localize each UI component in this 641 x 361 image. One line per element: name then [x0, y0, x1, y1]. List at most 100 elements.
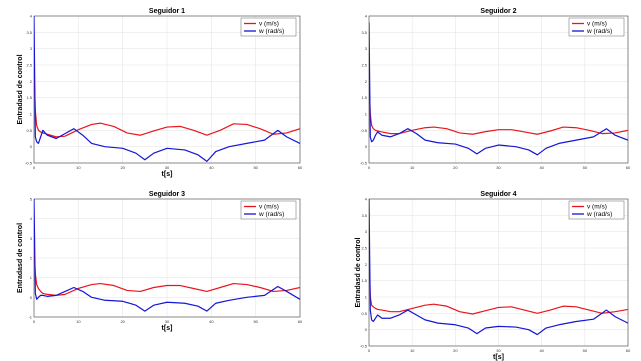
series-line-v — [34, 246, 300, 296]
x-tick-label: 0 — [33, 165, 36, 170]
x-tick-label: 30 — [496, 348, 501, 353]
y-tick-label: 2 — [365, 79, 368, 84]
y-axis-label: Entradasd de control — [17, 54, 24, 124]
y-tick-label: 4 — [365, 14, 368, 19]
x-tick-label: 10 — [76, 319, 81, 324]
x-axis-label: t[s] — [493, 354, 504, 361]
legend-label: v (m/s) — [259, 21, 279, 28]
legend-label: w (rad/s) — [586, 211, 612, 218]
x-tick-label: 60 — [626, 348, 631, 353]
y-tick-label: 2.5 — [361, 246, 367, 251]
series-line-w — [34, 199, 300, 312]
y-tick-label: 5 — [30, 197, 33, 202]
chart-title: Seguidor 1 — [149, 8, 185, 15]
x-tick-label: 60 — [298, 319, 303, 324]
legend-label: v (m/s) — [259, 204, 279, 211]
y-tick-label: -0.5 — [360, 161, 368, 166]
x-axis-label: t[s] — [162, 325, 173, 332]
x-tick-label: 40 — [539, 165, 544, 170]
x-tick-label: 30 — [165, 319, 170, 324]
y-tick-label: 2.5 — [361, 63, 367, 68]
y-tick-label: -0.5 — [25, 161, 33, 166]
x-tick-label: 60 — [626, 165, 631, 170]
y-tick-label: 0 — [365, 327, 368, 332]
legend-label: w (rad/s) — [258, 28, 284, 35]
series-line-v — [369, 81, 628, 135]
x-tick-label: 10 — [76, 165, 81, 170]
series-line-v — [369, 257, 628, 315]
y-tick-label: 4 — [30, 14, 33, 19]
x-tick-label: 10 — [410, 348, 415, 353]
y-tick-label: -0.5 — [360, 344, 368, 349]
chart-title: Seguidor 3 — [149, 191, 185, 198]
y-tick-label: 3 — [30, 46, 33, 51]
subplot-2: 0 10 20 30 40 50 60-0.500.511.522.533.54Seguid… — [360, 8, 631, 170]
x-tick-label: 0 — [33, 319, 36, 324]
y-tick-label: 3.5 — [361, 213, 367, 218]
x-tick-label: 30 — [165, 165, 170, 170]
y-axis-label: Entradasd de control — [17, 223, 24, 293]
y-tick-label: 1.5 — [361, 95, 367, 100]
legend-label: v (m/s) — [587, 204, 607, 211]
y-tick-label: 4 — [365, 197, 368, 202]
subplot-1: 0 10 20 30 40 50 60-0.500.511.522.533.54Seguid… — [17, 8, 303, 178]
legend: v (m/s)w (rad/s) — [240, 17, 297, 37]
y-axis-label: Entradasd de control — [355, 237, 362, 307]
y-tick-label: 0.5 — [26, 128, 32, 133]
y-tick-label: -1 — [28, 315, 32, 320]
x-tick-label: 50 — [253, 165, 258, 170]
x-tick-label: 50 — [583, 348, 588, 353]
x-tick-label: 0 — [368, 348, 371, 353]
legend-label: v (m/s) — [587, 21, 607, 28]
y-tick-label: 3 — [30, 236, 33, 241]
y-tick-label: 1.5 — [361, 278, 367, 283]
y-tick-label: 0 — [30, 144, 33, 149]
y-tick-label: 4 — [30, 216, 33, 221]
y-tick-label: 3 — [365, 229, 368, 234]
x-tick-label: 20 — [453, 348, 458, 353]
series-line-w — [369, 199, 628, 336]
y-tick-label: 0 — [365, 144, 368, 149]
legend-label: w (rad/s) — [258, 211, 284, 218]
series-line-v — [34, 71, 300, 138]
y-tick-label: 0.5 — [361, 128, 367, 133]
y-tick-label: 1 — [30, 112, 33, 117]
x-tick-label: 30 — [496, 165, 501, 170]
y-tick-label: 1 — [30, 275, 33, 280]
y-tick-label: 3 — [365, 46, 368, 51]
legend: v (m/s)w (rad/s) — [240, 200, 297, 220]
y-tick-label: 1 — [365, 112, 368, 117]
y-tick-label: 3.5 — [26, 30, 32, 35]
y-tick-label: 1 — [365, 295, 368, 300]
y-tick-label: 2 — [365, 262, 368, 267]
y-tick-label: 3.5 — [361, 30, 367, 35]
x-tick-label: 40 — [209, 319, 214, 324]
x-tick-label: 50 — [583, 165, 588, 170]
x-tick-label: 20 — [120, 319, 125, 324]
y-tick-label: 1.5 — [26, 95, 32, 100]
y-tick-label: 0 — [30, 295, 33, 300]
axes-box — [33, 15, 301, 164]
legend-label: w (rad/s) — [586, 28, 612, 35]
chart-title: Seguidor 2 — [480, 8, 516, 15]
y-tick-label: 2.5 — [26, 63, 32, 68]
x-tick-label: 20 — [120, 165, 125, 170]
y-tick-label: 2 — [30, 79, 33, 84]
chart-title: Seguidor 4 — [480, 191, 516, 198]
x-tick-label: 40 — [539, 348, 544, 353]
x-axis-label: t[s] — [162, 171, 173, 178]
subplot-4: 0 10 20 30 40 50 60-0.500.511.522.533.54Seguid… — [355, 191, 631, 361]
legend: v (m/s)w (rad/s) — [568, 17, 625, 37]
legend: v (m/s)w (rad/s) — [568, 200, 625, 220]
x-tick-label: 50 — [253, 319, 258, 324]
series-line-w — [369, 22, 628, 156]
x-tick-label: 10 — [410, 165, 415, 170]
series-line-w — [34, 16, 300, 162]
x-tick-label: 0 — [368, 165, 371, 170]
y-tick-label: 0.5 — [361, 311, 367, 316]
x-tick-label: 20 — [453, 165, 458, 170]
x-tick-label: 60 — [298, 165, 303, 170]
x-tick-label: 40 — [209, 165, 214, 170]
